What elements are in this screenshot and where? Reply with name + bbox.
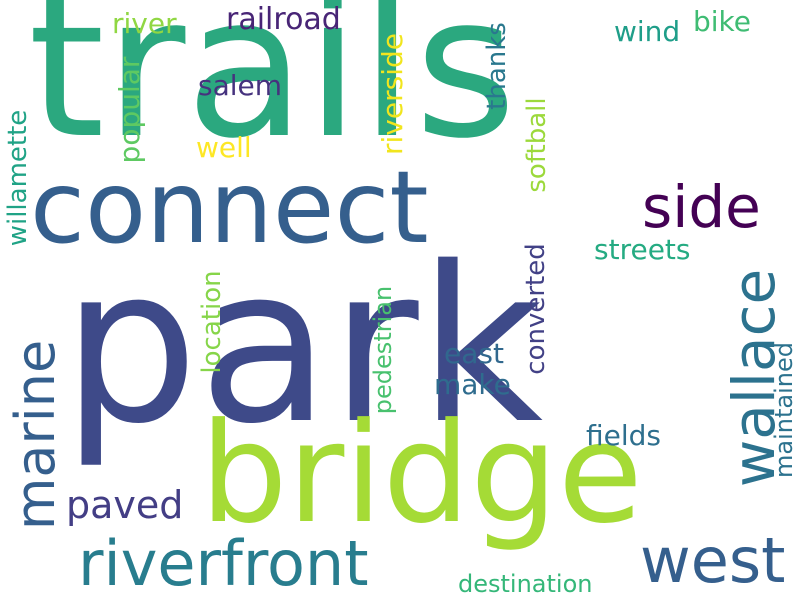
word-pedestrian: pedestrian <box>369 285 397 415</box>
word-bike: bike <box>693 5 751 38</box>
word-riverside: riverside <box>376 33 409 155</box>
word-converted: converted <box>521 243 551 375</box>
word-paved: paved <box>66 483 184 527</box>
word-bridge: bridge <box>200 393 643 554</box>
word-wind: wind <box>614 15 681 48</box>
word-willamette: willamette <box>3 109 33 247</box>
word-destination: destination <box>458 570 593 598</box>
word-salem: salem <box>198 69 283 102</box>
word-east: east <box>444 337 504 370</box>
word-maintained: maintained <box>770 342 798 478</box>
word-softball: softball <box>522 97 552 193</box>
word-thanks: thanks <box>482 22 512 110</box>
word-popular: popular <box>113 56 146 164</box>
word-park: park <box>62 220 544 471</box>
word-location: location <box>197 270 227 374</box>
word-side: side <box>642 173 761 241</box>
word-streets: streets <box>594 233 691 266</box>
word-marine: marine <box>4 339 67 531</box>
word-river: river <box>112 7 177 40</box>
word-make: make <box>434 368 511 401</box>
word-fields: fields <box>586 419 662 452</box>
word-riverfront: riverfront <box>78 527 369 600</box>
word-connect: connect <box>30 149 429 266</box>
word-trails: trails <box>28 0 517 182</box>
word-railroad: railroad <box>226 2 341 37</box>
word-west: west <box>640 524 786 597</box>
word-well: well <box>196 131 252 164</box>
